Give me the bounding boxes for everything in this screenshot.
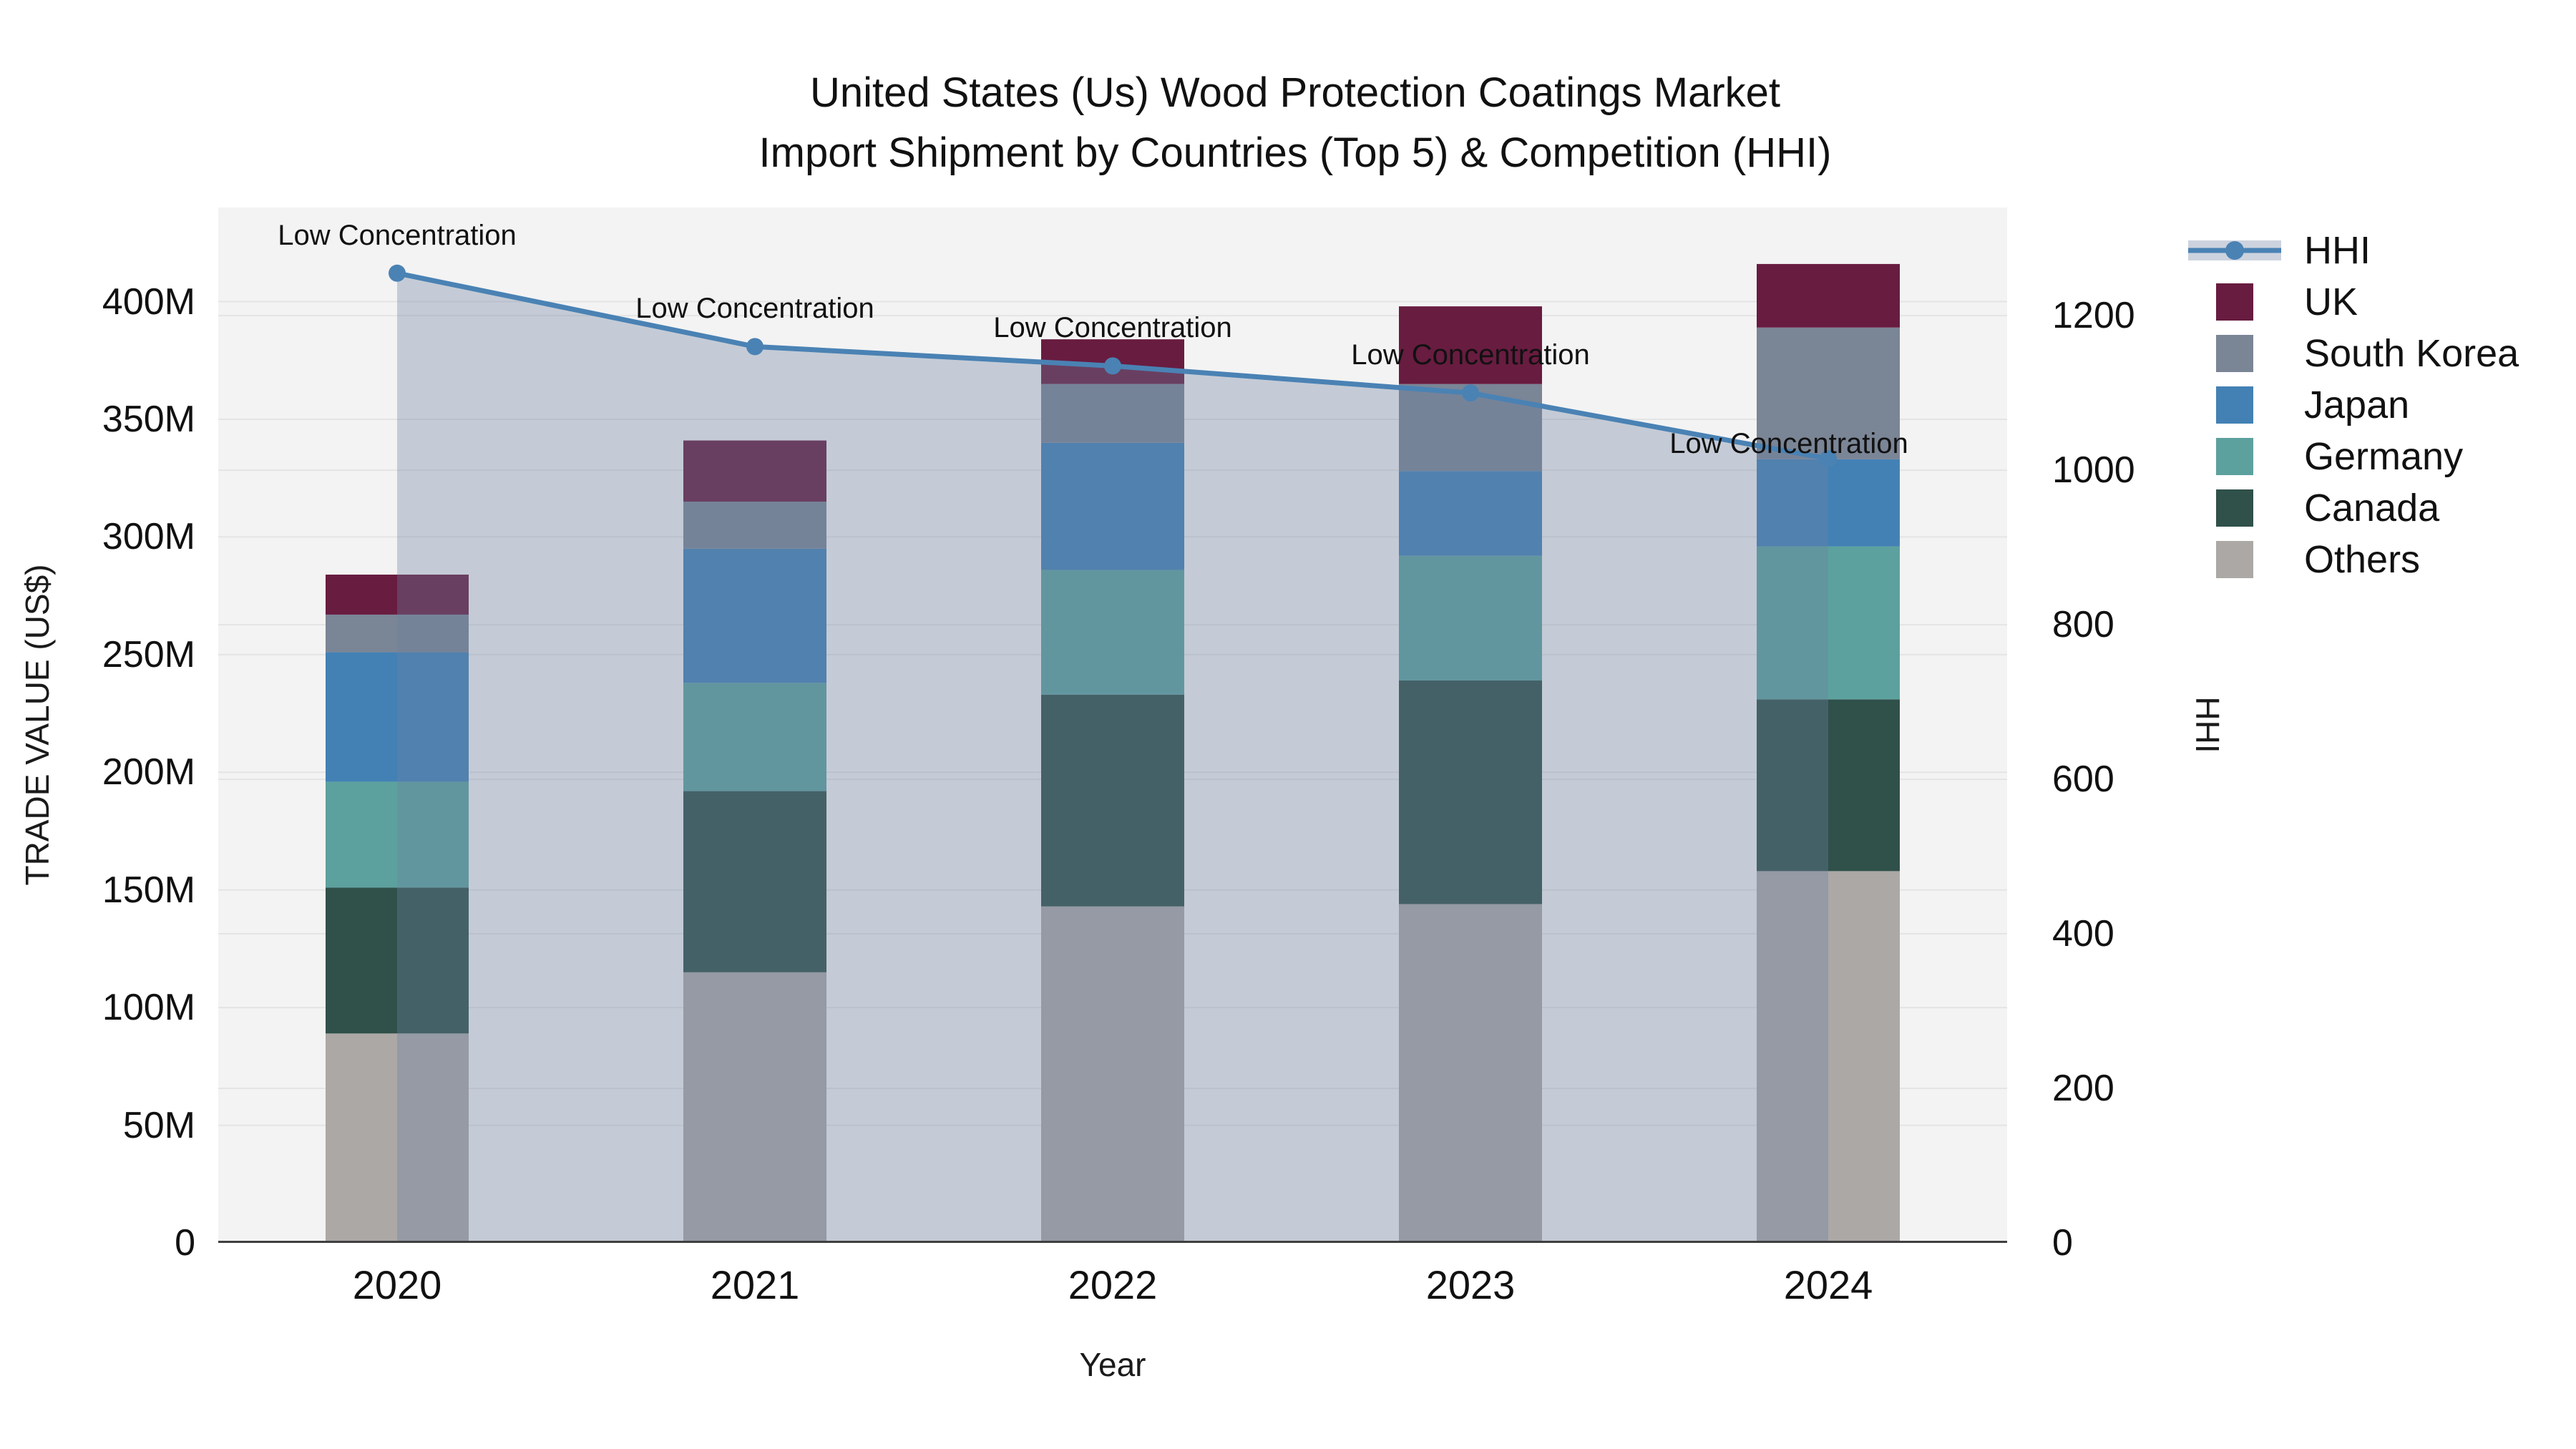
hhi-marker-2021[interactable] — [746, 338, 763, 356]
y-left-tick-100M: 100M — [102, 987, 195, 1029]
annotation-2024: Low Concentration — [1669, 427, 1908, 459]
y-left-tick-350M: 350M — [102, 398, 195, 440]
legend-line-marker-icon — [2225, 241, 2244, 260]
bar-segment-others-2021[interactable] — [683, 972, 826, 1243]
legend-label: Germany — [2304, 435, 2464, 478]
chart-title: United States (Us) Wood Protection Coati… — [759, 63, 1832, 183]
bar-segment-south-korea-2024[interactable] — [1757, 327, 1900, 459]
legend-item-south-korea[interactable]: South Korea — [2188, 328, 2519, 379]
bar-segment-germany-2022[interactable] — [1041, 570, 1184, 695]
legend-swatch-others — [2216, 541, 2253, 578]
y-right-tick-600: 600 — [2052, 758, 2114, 801]
y-left-tick-200M: 200M — [102, 751, 195, 794]
legend: HHI UK South Korea Japan Germany Canada Others — [2188, 225, 2519, 585]
legend-swatch-uk — [2216, 283, 2253, 321]
bar-segment-south-korea-2022[interactable] — [1041, 384, 1184, 443]
y-left-tick-400M: 400M — [102, 280, 195, 323]
x-tick-2024: 2024 — [1783, 1262, 1873, 1307]
annotation-2020: Low Concentration — [278, 219, 517, 251]
y-left-tick-250M: 250M — [102, 633, 195, 675]
bar-segment-others-2020[interactable] — [326, 1033, 469, 1243]
legend-label: Japan — [2304, 384, 2410, 426]
y-left-tick-0: 0 — [175, 1222, 195, 1264]
bar-segment-germany-2020[interactable] — [326, 781, 469, 888]
legend-swatch-south-korea — [2216, 335, 2253, 372]
legend-line-sample-icon — [2188, 240, 2281, 260]
bar-segment-japan-2022[interactable] — [1041, 442, 1184, 570]
bar-segment-uk-2021[interactable] — [683, 440, 826, 502]
annotation-2022: Low Concentration — [993, 312, 1232, 344]
y-axis-right-title: HHI — [2189, 696, 2226, 753]
x-axis-title: Year — [1079, 1346, 1146, 1383]
legend-swatch-japan — [2216, 386, 2253, 424]
y-right-tick-800: 800 — [2052, 604, 2114, 646]
y-right-tick-1200: 1200 — [2052, 295, 2135, 337]
hhi-marker-2020[interactable] — [389, 264, 406, 282]
chart-title-line2: Import Shipment by Countries (Top 5) & C… — [758, 130, 1832, 177]
legend-label: Canada — [2304, 487, 2440, 530]
y-right-tick-200: 200 — [2052, 1068, 2114, 1110]
bar-segment-others-2023[interactable] — [1399, 904, 1542, 1243]
y-left-tick-300M: 300M — [102, 516, 195, 558]
y-right-tick-400: 400 — [2052, 913, 2114, 955]
annotation-2021: Low Concentration — [635, 293, 874, 325]
x-tick-2022: 2022 — [1068, 1262, 1158, 1307]
bar-segment-south-korea-2020[interactable] — [326, 614, 469, 653]
legend-item-germany[interactable]: Germany — [2188, 431, 2519, 482]
legend-swatch-germany — [2216, 438, 2253, 475]
hhi-marker-2023[interactable] — [1462, 384, 1479, 402]
hhi-area-fill — [397, 273, 1828, 1243]
hhi-marker-2022[interactable] — [1104, 357, 1121, 375]
y-left-tick-50M: 50M — [122, 1104, 195, 1146]
y-left-tick-150M: 150M — [102, 869, 195, 911]
x-tick-2023: 2023 — [1425, 1262, 1516, 1307]
bar-segment-germany-2021[interactable] — [683, 683, 826, 791]
bar-segment-south-korea-2021[interactable] — [683, 502, 826, 549]
legend-label: HHI — [2304, 229, 2371, 272]
bar-segment-japan-2021[interactable] — [683, 548, 826, 683]
annotation-2023: Low Concentration — [1351, 339, 1590, 371]
legend-item-hhi[interactable]: HHI — [2188, 225, 2519, 276]
legend-item-uk[interactable]: UK — [2188, 276, 2519, 328]
bar-segment-japan-2024[interactable] — [1757, 459, 1900, 547]
legend-item-japan[interactable]: Japan — [2188, 379, 2519, 431]
bar-segment-japan-2023[interactable] — [1399, 471, 1542, 556]
bar-segment-canada-2024[interactable] — [1757, 699, 1900, 872]
bar-segment-japan-2020[interactable] — [326, 652, 469, 782]
x-tick-2021: 2021 — [710, 1262, 800, 1307]
legend-item-canada[interactable]: Canada — [2188, 482, 2519, 534]
legend-label: South Korea — [2304, 332, 2519, 375]
chart-canvas — [218, 263, 2007, 1243]
bar-segment-canada-2021[interactable] — [683, 791, 826, 972]
legend-label: UK — [2304, 280, 2358, 323]
legend-swatch-icon — [2188, 283, 2281, 321]
chart-title-line1: United States (Us) Wood Protection Coati… — [809, 69, 1781, 116]
x-tick-2020: 2020 — [352, 1262, 442, 1307]
legend-swatch-icon — [2188, 438, 2281, 475]
bar-segment-uk-2020[interactable] — [326, 575, 469, 615]
legend-fill-band — [2188, 240, 2281, 260]
bar-segment-uk-2023[interactable] — [1399, 306, 1542, 384]
hhi-marker-2024[interactable] — [1820, 449, 1837, 467]
bar-segment-germany-2024[interactable] — [1757, 546, 1900, 700]
legend-swatch-icon — [2188, 386, 2281, 424]
bar-segment-others-2022[interactable] — [1041, 906, 1184, 1243]
bar-segment-canada-2020[interactable] — [326, 887, 469, 1034]
plot-area — [218, 208, 2007, 1243]
bar-segment-others-2024[interactable] — [1757, 871, 1900, 1243]
legend-swatch-icon — [2188, 541, 2281, 578]
legend-swatch-canada — [2216, 489, 2253, 527]
legend-item-others[interactable]: Others — [2188, 534, 2519, 585]
legend-swatch-icon — [2188, 489, 2281, 527]
y-right-tick-1000: 1000 — [2052, 449, 2135, 492]
bar-segment-germany-2023[interactable] — [1399, 555, 1542, 681]
y-right-tick-0: 0 — [2052, 1222, 2073, 1264]
legend-label: Others — [2304, 538, 2421, 581]
legend-swatch-icon — [2188, 335, 2281, 372]
y-axis-left-title: TRADE VALUE (US$) — [19, 564, 56, 886]
bar-segment-canada-2022[interactable] — [1041, 694, 1184, 907]
bar-segment-canada-2023[interactable] — [1399, 680, 1542, 904]
bar-segment-uk-2024[interactable] — [1757, 263, 1900, 328]
